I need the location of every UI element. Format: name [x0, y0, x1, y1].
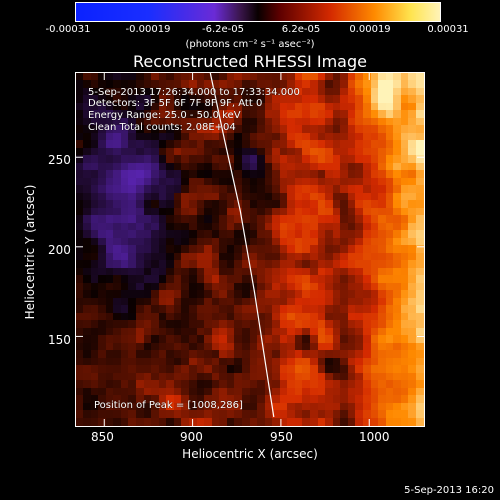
- y-tick-label: 150: [48, 333, 71, 347]
- y-tick-label: 200: [48, 243, 71, 257]
- colorbar-tick-label: -6.2e-05: [202, 24, 244, 35]
- x-tick-label: 850: [91, 430, 114, 444]
- x-axis-label: Heliocentric X (arcsec): [182, 447, 318, 461]
- colorbar: [75, 2, 441, 22]
- peak-position-text: Position of Peak = [1008,286]: [94, 400, 243, 411]
- colorbar-tick-label: -0.00019: [125, 24, 171, 35]
- colorbar-tick-label: 0.00031: [427, 24, 469, 35]
- y-tick-label: 250: [48, 153, 71, 167]
- colorbar-unit-label: (photons cm⁻² s⁻¹ asec⁻²): [185, 39, 315, 50]
- plot-timestamp: 5-Sep-2013 16:20: [404, 485, 494, 496]
- x-tick-label: 1000: [359, 430, 390, 444]
- info-time-range: 5-Sep-2013 17:26:34.000 to 17:33:34.000: [88, 87, 300, 98]
- info-clean-counts: Clean Total counts: 2.08E+04: [88, 122, 236, 133]
- colorbar-tick-label: 6.2e-05: [281, 24, 321, 35]
- x-tick-label: 950: [270, 430, 293, 444]
- colorbar-ticks: -0.00031 -0.00019 -6.2e-05 6.2e-05 0.000…: [0, 24, 500, 40]
- x-tick-label: 900: [180, 430, 203, 444]
- colorbar-gradient: [76, 3, 440, 21]
- info-detectors: Detectors: 3F 5F 6F 7F 8F 9F, Att 0: [88, 98, 263, 109]
- image-frame: 5-Sep-2013 17:26:34.000 to 17:33:34.000 …: [75, 72, 425, 427]
- info-energy-range: Energy Range: 25.0 - 50.0 keV: [88, 110, 241, 121]
- y-axis-label: Heliocentric Y (arcsec): [23, 184, 37, 320]
- colorbar-tick-label: -0.00031: [45, 24, 91, 35]
- plot-title: Reconstructed RHESSI Image: [133, 52, 367, 71]
- colorbar-tick-label: 0.00019: [349, 24, 391, 35]
